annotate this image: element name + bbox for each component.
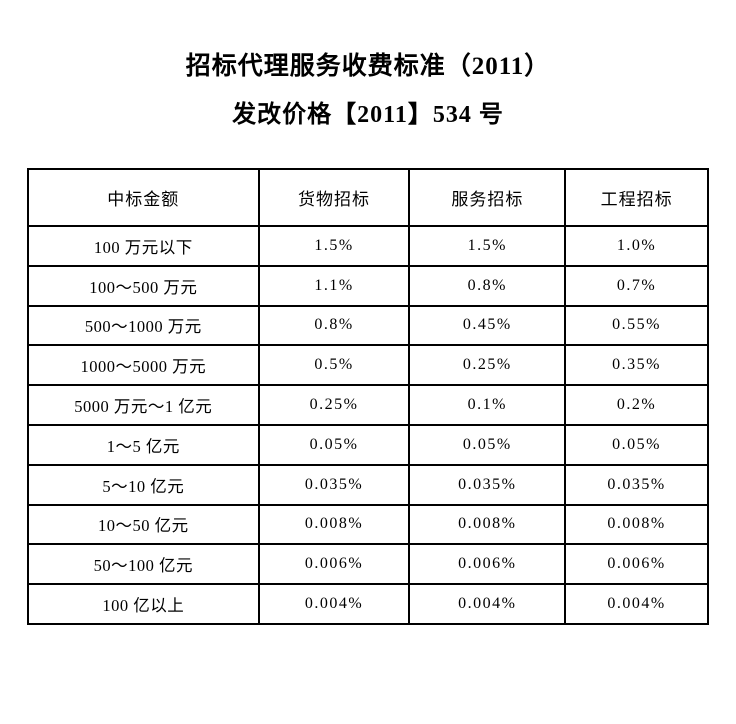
- table-row: 100～500 万元 1.1% 0.8% 0.7%: [27, 264, 709, 307]
- cell-service-rate: 0.006%: [408, 543, 567, 586]
- cell-engineering-rate: 0.2%: [564, 384, 709, 426]
- column-header-goods-bidding: 货物招标: [257, 168, 411, 227]
- cell-amount-range: 1000～5000 万元: [27, 344, 260, 387]
- table-row: 1～5 亿元 0.05% 0.05% 0.05%: [27, 423, 709, 466]
- cell-engineering-rate: 1.0%: [564, 225, 709, 267]
- cell-amount-range: 50～100 亿元: [27, 543, 260, 586]
- cell-goods-rate: 0.006%: [257, 543, 411, 586]
- cell-service-rate: 0.1%: [408, 384, 567, 426]
- cell-engineering-rate: 0.004%: [564, 583, 709, 625]
- cell-amount-range: 100～500 万元: [27, 264, 260, 307]
- table-row: 5～10 亿元 0.035% 0.035% 0.035%: [27, 463, 709, 506]
- cell-engineering-rate: 0.35%: [564, 344, 709, 387]
- document-number: 发改价格【2011】534 号: [232, 102, 504, 128]
- cell-service-rate: 0.05%: [408, 423, 567, 466]
- table-row: 100 亿以上 0.004% 0.004% 0.004%: [27, 583, 709, 625]
- cell-goods-rate: 0.5%: [257, 344, 411, 387]
- cell-amount-range: 5～10 亿元: [27, 463, 260, 506]
- table-row: 1000～5000 万元 0.5% 0.25% 0.35%: [27, 344, 709, 387]
- cell-engineering-rate: 0.006%: [564, 543, 709, 586]
- table-header-row: 中标金额 货物招标 服务招标 工程招标: [27, 168, 709, 227]
- cell-goods-rate: 0.008%: [257, 503, 411, 546]
- table-row: 10～50 亿元 0.008% 0.008% 0.008%: [27, 503, 709, 546]
- cell-service-rate: 0.25%: [408, 344, 567, 387]
- column-header-service-bidding: 服务招标: [408, 168, 567, 227]
- fee-standard-table: 中标金额 货物招标 服务招标 工程招标 100 万元以下 1.5% 1.5% 1…: [27, 168, 709, 625]
- table-row: 5000 万元～1 亿元 0.25% 0.1% 0.2%: [27, 384, 709, 426]
- cell-service-rate: 0.008%: [408, 503, 567, 546]
- page-title: 招标代理服务收费标准（2011）: [185, 53, 551, 80]
- table-row: 50～100 亿元 0.006% 0.006% 0.006%: [27, 543, 709, 586]
- cell-amount-range: 1～5 亿元: [27, 423, 260, 466]
- cell-service-rate: 0.8%: [408, 264, 567, 307]
- cell-goods-rate: 0.25%: [257, 384, 411, 426]
- cell-goods-rate: 0.035%: [257, 463, 411, 506]
- cell-amount-range: 5000 万元～1 亿元: [27, 384, 260, 426]
- column-header-bid-amount: 中标金额: [27, 168, 260, 227]
- cell-service-rate: 1.5%: [408, 225, 567, 267]
- cell-engineering-rate: 0.05%: [564, 423, 709, 466]
- cell-goods-rate: 0.8%: [257, 304, 411, 347]
- cell-service-rate: 0.035%: [408, 463, 567, 506]
- cell-goods-rate: 1.5%: [257, 225, 411, 267]
- cell-amount-range: 100 亿以上: [27, 583, 260, 625]
- cell-engineering-rate: 0.55%: [564, 304, 709, 347]
- cell-service-rate: 0.45%: [408, 304, 567, 347]
- table-row: 500～1000 万元 0.8% 0.45% 0.55%: [27, 304, 709, 347]
- cell-engineering-rate: 0.035%: [564, 463, 709, 506]
- cell-service-rate: 0.004%: [408, 583, 567, 625]
- cell-amount-range: 10～50 亿元: [27, 503, 260, 546]
- cell-engineering-rate: 0.008%: [564, 503, 709, 546]
- cell-goods-rate: 1.1%: [257, 264, 411, 307]
- cell-goods-rate: 0.004%: [257, 583, 411, 625]
- cell-amount-range: 100 万元以下: [27, 225, 260, 267]
- cell-goods-rate: 0.05%: [257, 423, 411, 466]
- cell-engineering-rate: 0.7%: [564, 264, 709, 307]
- cell-amount-range: 500～1000 万元: [27, 304, 260, 347]
- column-header-engineering-bidding: 工程招标: [564, 168, 709, 227]
- table-row: 100 万元以下 1.5% 1.5% 1.0%: [27, 225, 709, 267]
